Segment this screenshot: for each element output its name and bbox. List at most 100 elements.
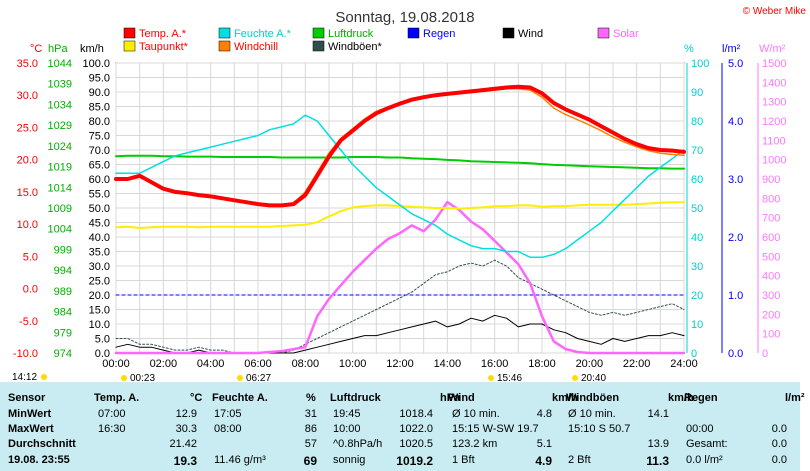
x-tick-label: 20:00	[576, 358, 604, 370]
legend: Temp. A.* Feuchte A.* Luftdruck Regen Wind So…	[123, 27, 639, 53]
table-cell: 07:00	[98, 408, 126, 420]
rain-axis-tick-label: 1.0	[728, 290, 743, 302]
table-cell: km/h	[668, 392, 694, 404]
sun-icon	[41, 374, 47, 380]
table-cell: %	[306, 392, 316, 404]
x-tick-label: 10:00	[339, 358, 367, 370]
sun-mark-label: 06:27	[246, 373, 271, 382]
solar-axis-tick-label: 300	[762, 290, 780, 302]
legend-swatch	[312, 27, 325, 39]
x-tick-label: 22:00	[623, 358, 651, 370]
table-cell: Ø 10 min.	[568, 408, 616, 420]
table-cell: sonnig	[333, 454, 366, 466]
humidity-axis-tick-label: 40	[691, 232, 703, 244]
table-background	[0, 382, 800, 471]
table-cell: Sensor	[8, 392, 46, 404]
table-cell: Feuchte A.	[212, 392, 268, 404]
wind-axis-tick-label: 15.0	[89, 305, 110, 317]
series-line-taupunkt	[115, 201, 685, 229]
series-line-solar	[114, 200, 686, 355]
humidity-axis-tick-label: 70	[691, 145, 703, 157]
pressure-axis-tick-label: 979	[54, 327, 72, 339]
x-tick-label: 12:00	[386, 358, 414, 370]
table-cell: 17:05	[214, 408, 242, 420]
rain-axis-tick-label: 2.0	[728, 232, 743, 244]
wind-axis-tick-label: 45.0	[89, 218, 110, 230]
series-line-feuchte-a	[115, 114, 685, 259]
table-cell: 11.46 g/m³	[214, 454, 266, 466]
pressure-axis-tick-label: 994	[54, 265, 72, 277]
pressure-axis-tick-label: 974	[54, 348, 72, 360]
legend-swatch	[218, 27, 231, 39]
humidity-axis-tick-label: 30	[691, 261, 703, 273]
wind-axis-tick-label: 20.0	[89, 290, 110, 302]
sun-icon	[121, 375, 127, 381]
temp-axis-tick-label: 35.0	[17, 58, 38, 70]
wind-axis-tick-label: 0.0	[95, 348, 110, 360]
table-cell: 1 Bft	[452, 454, 475, 466]
weather-chart: Sonntag, 19.08.2018 © Weber Mike Temp. A…	[12, 6, 807, 382]
table-cell: Windböen	[566, 392, 620, 404]
sun-icon	[572, 375, 578, 381]
legend-label: Feuchte A.*	[234, 28, 292, 40]
table-cell: 19:45	[333, 408, 361, 420]
solar-axis-tick-label: 1400	[762, 77, 786, 89]
table-cell: km/h	[552, 392, 578, 404]
legend-swatch	[218, 40, 231, 52]
solar-axis-tick-label: 400	[762, 271, 780, 283]
pressure-axis-tick-label: 1014	[48, 182, 72, 194]
series-lines	[114, 84, 686, 355]
table-cell: 15:10 S 50.7	[568, 423, 631, 435]
rain-axis-tick-label: 0.0	[728, 348, 743, 360]
sun-icon	[488, 375, 494, 381]
temp-axis-tick-label: 15.0	[17, 187, 38, 199]
series-line-temp-a	[114, 84, 686, 208]
humidity-axis-tick-label: 60	[691, 174, 703, 186]
wind-axis-tick-label: 90.0	[89, 87, 110, 99]
pressure-axis-tick-label: 984	[54, 307, 72, 319]
legend-label: Luftdruck	[328, 28, 374, 40]
solar-axis-tick-label: 1300	[762, 97, 786, 109]
axis-unit-label: °C	[30, 43, 42, 55]
table-cell: Temp. A.	[94, 392, 140, 404]
chart-title: Sonntag, 19.08.2018	[335, 9, 474, 26]
pressure-axis-tick-label: 1044	[48, 58, 72, 70]
table-cell: Gesamt:	[686, 438, 728, 450]
temp-axis-tick-label: 5.0	[23, 251, 38, 263]
x-tick-label: 18:00	[528, 358, 556, 370]
table-cell: Ø 10 min.	[452, 408, 500, 420]
legend-swatch	[123, 27, 136, 39]
legend-label: Windchill	[234, 41, 278, 53]
table-cell: 19.08. 23:55	[8, 454, 70, 466]
legend-label: Windböen*	[328, 41, 383, 53]
pressure-axis-tick-label: 989	[54, 286, 72, 298]
wind-axis-tick-label: 85.0	[89, 102, 110, 114]
solar-axis-tick-label: 1000	[762, 155, 786, 167]
table-cell: MinWert	[8, 408, 52, 420]
table-cell: ^0.8hPa/h	[333, 438, 383, 450]
wind-axis-tick-label: 100.0	[82, 58, 110, 70]
wind-axis-tick-label: 35.0	[89, 247, 110, 259]
x-tick-label: 06:00	[244, 358, 272, 370]
x-tick-label: 02:00	[150, 358, 178, 370]
axis-unit-label: W/m²	[759, 43, 786, 55]
sun-icon	[237, 375, 243, 381]
pressure-axis-tick-label: 1019	[48, 162, 72, 174]
rain-axis-tick-label: 4.0	[728, 116, 743, 128]
solar-axis-tick-label: 700	[762, 213, 780, 225]
table-cell: Wind	[448, 392, 475, 404]
table-cell: 15:15 W-SW 19.7	[452, 423, 539, 435]
legend-swatch	[597, 27, 610, 39]
wind-axis-tick-label: 25.0	[89, 276, 110, 288]
temp-axis-tick-label: 10.0	[17, 219, 38, 231]
wind-axis-tick-label: 95.0	[89, 73, 110, 85]
table-cell: 08:00	[214, 423, 242, 435]
credit-text: © Weber Mike	[743, 6, 807, 17]
series-line-windb-en	[115, 259, 685, 354]
solar-axis-tick-label: 1500	[762, 58, 786, 70]
pressure-axis-tick-label: 1029	[48, 120, 72, 132]
humidity-axis-tick-label: 0	[691, 348, 697, 360]
pressure-axis-tick-label: 1024	[48, 141, 72, 153]
solar-axis-tick-label: 200	[762, 309, 780, 321]
wind-axis-tick-label: 70.0	[89, 145, 110, 157]
